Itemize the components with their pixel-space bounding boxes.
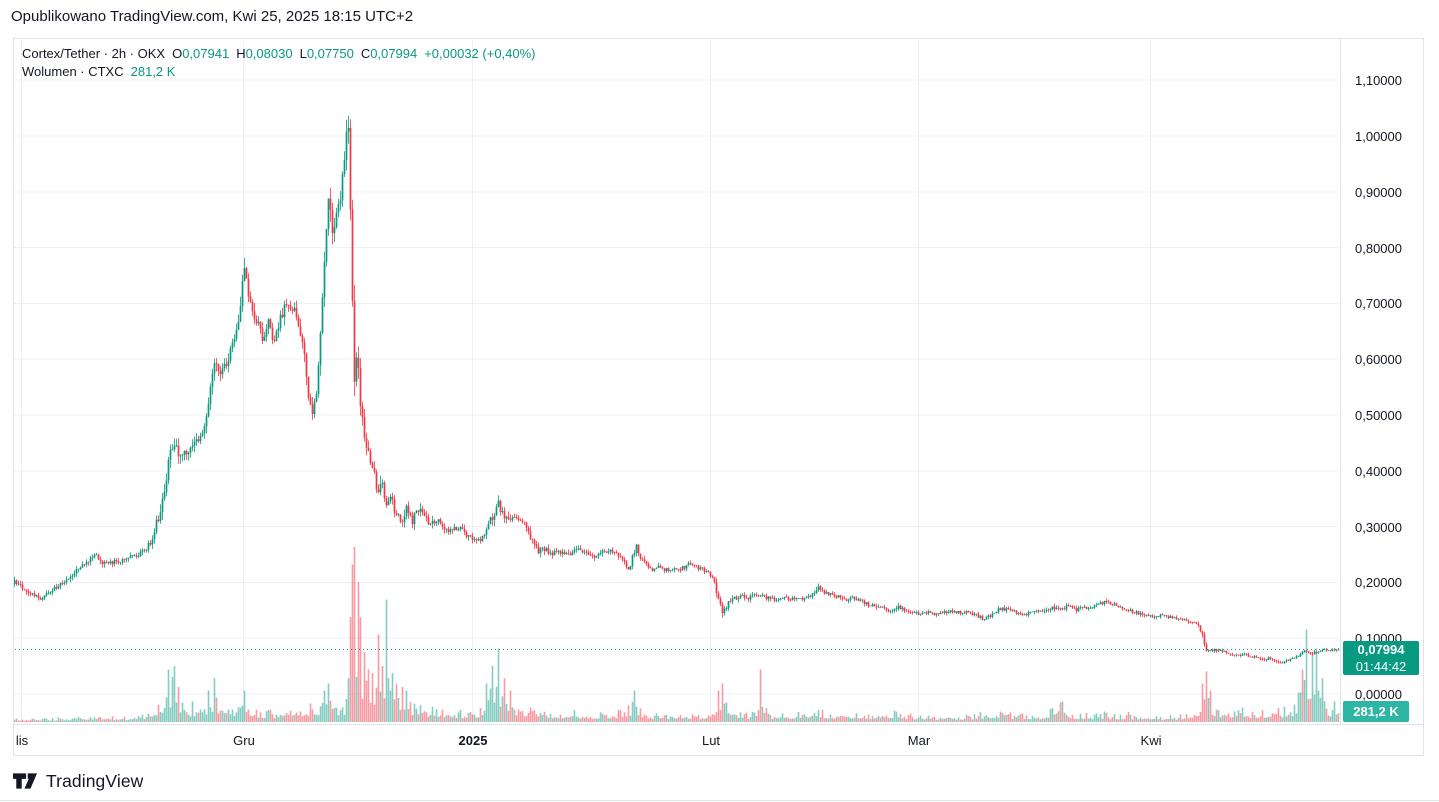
price-tick-label: 0,50000: [1355, 408, 1402, 423]
volume-value: 281,2 K: [130, 64, 176, 79]
legend-symbol-row: Cortex/Tether · 2h · OKX O0,07941 H0,08030…: [22, 45, 536, 63]
price-scale[interactable]: 1,10000 1,00000 0,90000 0,80000 0,70000 0,600…: [14, 39, 1423, 755]
tradingview-logo-icon[interactable]: [13, 772, 37, 790]
price-tick-label: 1,00000: [1355, 129, 1402, 144]
chart-card: Cortex/Tether · 2h · OKX O0,07941 H0,08030…: [13, 38, 1424, 756]
legend-volume-row: Wolumen · CTXC 281,2 K: [22, 63, 536, 81]
symbol-title: Cortex/Tether · 2h · OKX: [22, 46, 166, 61]
bar-countdown: 01:44:42: [1355, 659, 1407, 675]
price-tick-label: 0,00000: [1355, 687, 1402, 702]
price-tick-label: 0,40000: [1355, 464, 1402, 479]
page-bottom-divider: [0, 800, 1439, 801]
volume-title: Wolumen · CTXC: [22, 64, 124, 79]
close-label: C: [360, 46, 371, 61]
chart-legend: Cortex/Tether · 2h · OKX O0,07941 H0,08030…: [22, 45, 536, 81]
low-value: 0,07750: [306, 46, 354, 61]
open-label: O: [172, 46, 183, 61]
time-tick-label: lis: [15, 733, 29, 748]
price-tick-label: 0,90000: [1355, 185, 1402, 200]
change-value: +0,00032 (+0,40%): [424, 46, 536, 61]
time-tick-label: Lut: [701, 733, 721, 748]
price-axis-separator: [1340, 39, 1341, 724]
close-value: 0,07994: [370, 46, 418, 61]
high-value: 0,08030: [245, 46, 293, 61]
price-tick-label: 0,80000: [1355, 241, 1402, 256]
high-label: H: [236, 46, 246, 61]
price-tick-label: 0,70000: [1355, 296, 1402, 311]
price-tick-label: 0,30000: [1355, 520, 1402, 535]
tradingview-brand[interactable]: TradingView: [13, 769, 143, 793]
price-tick-label: 1,10000: [1355, 73, 1402, 88]
volume-badge: 281,2 K: [1343, 701, 1409, 722]
time-tick-label: Mar: [907, 733, 931, 748]
published-line: Opublikowano TradingView.com, Kwi 25, 20…: [11, 8, 414, 25]
open-value: 0,07941: [182, 46, 230, 61]
price-tick-label: 0,60000: [1355, 352, 1402, 367]
price-tick-label: 0,20000: [1355, 575, 1402, 590]
time-scale[interactable]: lis Gru 2025 Lut Mar Kwi: [14, 731, 1339, 753]
brand-name[interactable]: TradingView: [46, 770, 144, 791]
time-axis-separator: [14, 724, 1423, 725]
low-label: L: [299, 46, 307, 61]
time-tick-label: 2025: [458, 733, 488, 748]
last-price-value: 0,07994: [1357, 642, 1405, 658]
price-chart-canvas[interactable]: [14, 39, 1423, 755]
time-tick-label: Kwi: [1140, 733, 1162, 748]
time-tick-label: Gru: [233, 733, 255, 748]
last-price-badge: 0,07994 01:44:42: [1343, 641, 1419, 676]
